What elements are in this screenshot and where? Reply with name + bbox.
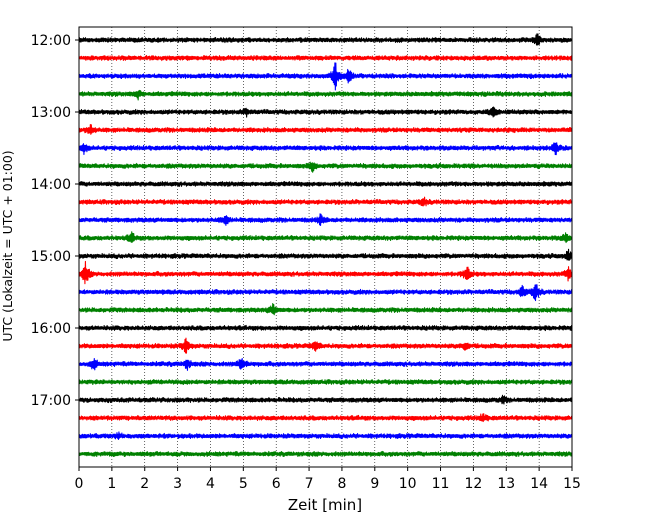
y-tick-label-13:00: 13:00	[31, 105, 71, 121]
x-tick-label-14: 14	[530, 476, 548, 492]
x-tick-label-4: 4	[206, 476, 215, 492]
trace-16:15	[78, 337, 573, 354]
trace-17:00	[78, 394, 573, 405]
x-tick-label-2: 2	[140, 476, 149, 492]
trace-16:00	[78, 324, 573, 332]
trace-17:45	[78, 450, 573, 458]
trace-13:45	[78, 161, 573, 173]
x-tick-label-9: 9	[370, 476, 379, 492]
x-tick-label-10: 10	[399, 476, 417, 492]
trace-12:00	[78, 33, 573, 46]
y-tick-label-16:00: 16:00	[31, 321, 71, 337]
x-tick-label-3: 3	[173, 476, 182, 492]
trace-13:30	[78, 142, 573, 156]
trace-12:15	[78, 54, 573, 62]
trace-15:00	[78, 248, 573, 262]
y-tick-label-12:00: 12:00	[31, 33, 71, 49]
trace-14:30	[78, 213, 573, 227]
x-tick-label-8: 8	[337, 476, 346, 492]
y-tick-label-15:00: 15:00	[31, 249, 71, 265]
x-tick-label-5: 5	[239, 476, 248, 492]
trace-15:15	[78, 260, 573, 285]
grid-lines	[111, 27, 540, 467]
y-axis-title: UTC (Lokalzeit = UTC + 01:00)	[0, 150, 15, 341]
x-axis: 0 1 2 3 4 5 6 7 8 9 10 11 12 13 14 15	[75, 467, 581, 492]
x-tick-label-15: 15	[563, 476, 581, 492]
trace-rows	[78, 33, 573, 458]
trace-12:30	[78, 62, 573, 91]
trace-12:45	[78, 89, 573, 101]
trace-16:45	[78, 378, 573, 386]
trace-13:15	[78, 123, 573, 135]
trace-14:15	[78, 196, 573, 207]
trace-17:15	[78, 413, 573, 423]
x-tick-label-0: 0	[75, 476, 84, 492]
x-tick-label-1: 1	[107, 476, 116, 492]
trace-14:00	[78, 180, 573, 188]
trace-17:30	[78, 431, 573, 440]
y-axis: 12:00 13:00 14:00 15:00 16:00 17:00	[31, 33, 79, 409]
trace-15:45	[78, 303, 573, 316]
x-tick-label-6: 6	[272, 476, 281, 492]
trace-15:30	[78, 284, 573, 302]
x-tick-label-7: 7	[305, 476, 314, 492]
trace-14:45	[78, 231, 573, 244]
x-axis-title: Zeit [min]	[288, 496, 362, 514]
trace-13:00	[78, 106, 573, 118]
y-tick-label-17:00: 17:00	[31, 393, 71, 409]
y-tick-label-14:00: 14:00	[31, 177, 71, 193]
trace-16:30	[78, 358, 573, 371]
x-tick-label-11: 11	[432, 476, 450, 492]
plot-frame	[78, 26, 573, 468]
x-tick-label-13: 13	[497, 476, 515, 492]
x-tick-label-12: 12	[464, 476, 482, 492]
